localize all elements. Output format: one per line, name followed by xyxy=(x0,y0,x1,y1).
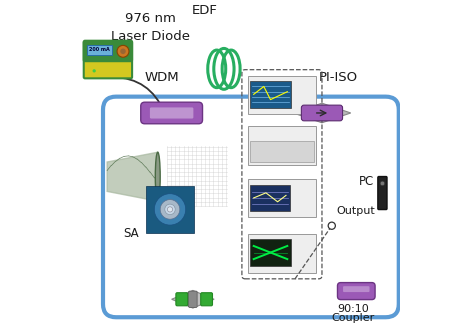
FancyBboxPatch shape xyxy=(250,81,291,108)
FancyBboxPatch shape xyxy=(176,293,188,306)
Polygon shape xyxy=(107,152,158,201)
FancyBboxPatch shape xyxy=(189,291,197,307)
FancyBboxPatch shape xyxy=(146,186,193,233)
Circle shape xyxy=(117,45,129,57)
Polygon shape xyxy=(172,290,214,308)
Circle shape xyxy=(380,181,385,186)
FancyBboxPatch shape xyxy=(141,102,202,124)
Text: Output: Output xyxy=(337,206,375,216)
FancyBboxPatch shape xyxy=(343,286,370,292)
Text: SA: SA xyxy=(123,227,138,240)
Circle shape xyxy=(165,204,175,214)
Text: Coupler: Coupler xyxy=(331,313,374,323)
FancyBboxPatch shape xyxy=(250,185,290,211)
FancyBboxPatch shape xyxy=(378,176,387,210)
FancyBboxPatch shape xyxy=(84,41,132,61)
Circle shape xyxy=(155,194,186,225)
FancyBboxPatch shape xyxy=(250,141,314,162)
FancyBboxPatch shape xyxy=(337,283,375,300)
FancyBboxPatch shape xyxy=(248,75,316,115)
FancyBboxPatch shape xyxy=(150,108,193,118)
Text: 976 nm: 976 nm xyxy=(125,12,176,25)
FancyBboxPatch shape xyxy=(248,178,316,217)
Circle shape xyxy=(167,207,173,212)
FancyBboxPatch shape xyxy=(87,45,112,55)
Ellipse shape xyxy=(155,152,160,201)
Text: Laser Diode: Laser Diode xyxy=(111,30,190,43)
Text: 90:10: 90:10 xyxy=(337,304,369,313)
Circle shape xyxy=(328,222,336,229)
Circle shape xyxy=(92,69,96,72)
Text: PC: PC xyxy=(359,175,374,188)
FancyBboxPatch shape xyxy=(248,126,316,165)
Text: EDF: EDF xyxy=(191,4,217,17)
FancyBboxPatch shape xyxy=(201,293,212,306)
FancyBboxPatch shape xyxy=(250,239,291,266)
Text: PI-ISO: PI-ISO xyxy=(319,71,358,83)
Circle shape xyxy=(120,49,126,54)
FancyBboxPatch shape xyxy=(84,41,132,78)
Circle shape xyxy=(160,200,180,219)
FancyBboxPatch shape xyxy=(301,105,343,121)
FancyBboxPatch shape xyxy=(85,42,131,57)
Text: WDM: WDM xyxy=(145,71,179,83)
Text: 200 mA: 200 mA xyxy=(89,47,110,52)
Polygon shape xyxy=(293,103,351,123)
FancyBboxPatch shape xyxy=(248,234,316,273)
